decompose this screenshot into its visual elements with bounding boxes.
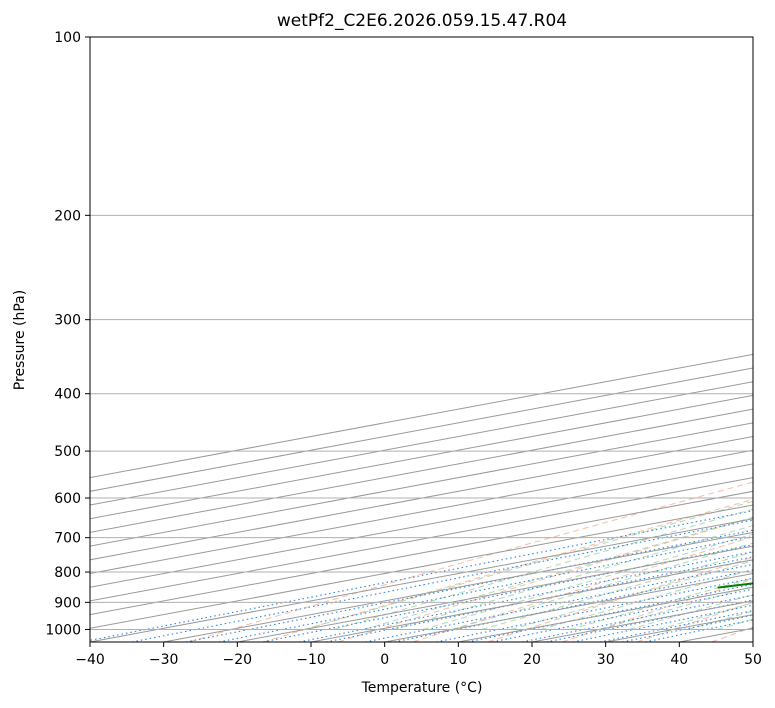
moist-adiabat: [452, 542, 753, 630]
x-tick-label: 0: [380, 652, 389, 668]
plot-background: [90, 37, 753, 642]
y-tick-label: 900: [54, 595, 81, 611]
mixing-ratio-line: [572, 604, 753, 642]
mixing-ratio-line: [492, 588, 753, 642]
isotherm: [90, 436, 753, 561]
x-tick-label: −30: [149, 652, 179, 668]
y-tick-label: 600: [54, 491, 81, 507]
chart-title: wetPf2_C2E6.2026.059.15.47.R04: [277, 11, 567, 31]
x-tick-label: 30: [597, 652, 615, 668]
mixing-ratio-line: [521, 594, 753, 642]
x-tick-label: −20: [223, 652, 253, 668]
moist-adiabat: [304, 500, 753, 630]
x-axis-label: Temperature (°C): [361, 680, 483, 696]
x-tick-label: 50: [744, 652, 762, 668]
isotherm: [90, 463, 753, 588]
isotherm: [90, 449, 753, 575]
moist-adiabat: [540, 568, 753, 630]
x-axis: −40 −30 −20 −10 0 10 20 30 40 50: [75, 642, 762, 668]
isotherm: [90, 477, 753, 602]
isotherm: [90, 518, 753, 642]
dry-adiabat: [338, 517, 753, 642]
moist-adiabat: [422, 533, 753, 630]
mixing-ratio-line: [131, 519, 753, 642]
dry-adiabat: [562, 578, 753, 642]
x-tick-label: −10: [296, 652, 326, 668]
y-axis-label: Pressure (hPa): [12, 290, 28, 390]
isotherm: [90, 490, 753, 616]
isotherm: [163, 531, 753, 642]
y-tick-label: 1000: [45, 622, 81, 638]
isotherm: [90, 504, 753, 629]
mixing-ratio-line: [90, 510, 753, 641]
y-tick-label: 400: [54, 387, 81, 403]
x-tick-label: 20: [523, 652, 541, 668]
y-tick-label: 700: [54, 531, 81, 547]
mixing-ratio-line: [599, 610, 753, 642]
isotherms: [90, 353, 753, 642]
y-tick-label: 800: [54, 565, 81, 581]
mixing-ratio-line: [546, 599, 753, 642]
moist-adiabat: [334, 508, 753, 630]
plot-frame: [89, 36, 754, 643]
isotherm: [90, 422, 753, 547]
isotherm: [752, 641, 753, 642]
moist-adiabat: [363, 516, 753, 630]
moist-adiabat: [481, 551, 753, 630]
x-tick-label: 40: [670, 652, 688, 668]
y-axis: 100 200 300 400 500 600 700 800 900 1000: [45, 30, 90, 638]
y-tick-label: 100: [54, 30, 81, 46]
y-tick-label: 200: [54, 208, 81, 224]
y-tick-label: 300: [54, 313, 81, 329]
x-tick-label: −40: [75, 652, 105, 668]
x-tick-label: 10: [449, 652, 467, 668]
y-tick-label: 500: [54, 444, 81, 460]
moist-adiabat: [510, 560, 753, 630]
dry-adiabats: [188, 481, 753, 642]
